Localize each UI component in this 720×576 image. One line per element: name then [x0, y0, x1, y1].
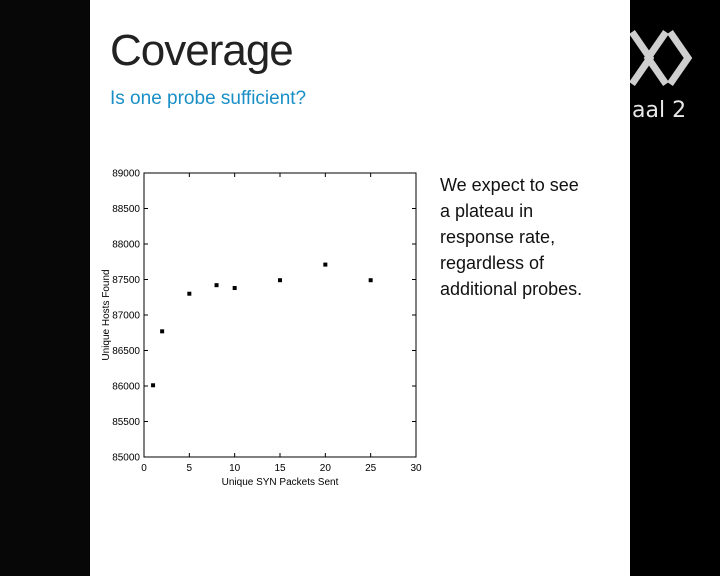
bullet-text: We expect to see a plateau in response r…	[440, 175, 583, 299]
data-point	[160, 329, 165, 334]
x-tick-label: 10	[229, 463, 241, 474]
channel-text: aal 2	[632, 98, 687, 123]
slide-title: Coverage	[110, 26, 294, 75]
left-black-border	[0, 0, 90, 576]
data-point	[232, 286, 237, 291]
data-point	[151, 383, 156, 388]
x-axis-ticks: 0 5 10 15 20 25 30	[141, 173, 422, 474]
x-tick-label: 30	[410, 463, 422, 474]
plot-frame	[143, 172, 417, 458]
slide-subtitle: Is one probe sufficient?	[110, 88, 307, 109]
data-point	[214, 283, 219, 288]
y-tick-label: 89000	[112, 169, 140, 180]
y-axis-label: Unique Hosts Found	[101, 269, 112, 360]
y-axis-ticks: 85000 85500 86000 86500 87000 87500 88000 88500…	[112, 169, 416, 464]
y-tick-label: 88000	[112, 240, 140, 251]
data-point	[278, 278, 282, 283]
data-point	[187, 291, 192, 296]
data-points	[151, 262, 373, 388]
channel-logo-icon	[630, 30, 693, 86]
x-tick-label: 20	[320, 463, 332, 474]
y-tick-label: 85000	[112, 453, 140, 464]
y-tick-label: 86500	[112, 346, 140, 357]
scatter-chart: 0 5 10 15 20 25 30 85000 85500 86000 86500 87000 87…	[101, 169, 422, 489]
y-tick-label: 87000	[112, 311, 140, 322]
slide: Coverage Is one probe sufficient? 0 5 10 15…	[90, 0, 630, 576]
y-tick-label: 87500	[112, 275, 140, 286]
y-tick-label: 85500	[112, 417, 140, 428]
data-point	[323, 262, 328, 267]
x-tick-label: 0	[141, 463, 147, 474]
y-tick-label: 88500	[112, 204, 140, 215]
x-axis-label: Unique SYN Packets Sent	[222, 477, 339, 488]
x-tick-label: 25	[365, 463, 377, 474]
data-point	[368, 278, 373, 283]
x-tick-label: 15	[274, 463, 286, 474]
y-tick-label: 86000	[112, 382, 140, 393]
x-tick-label: 5	[187, 463, 193, 474]
right-black-border	[630, 0, 720, 576]
